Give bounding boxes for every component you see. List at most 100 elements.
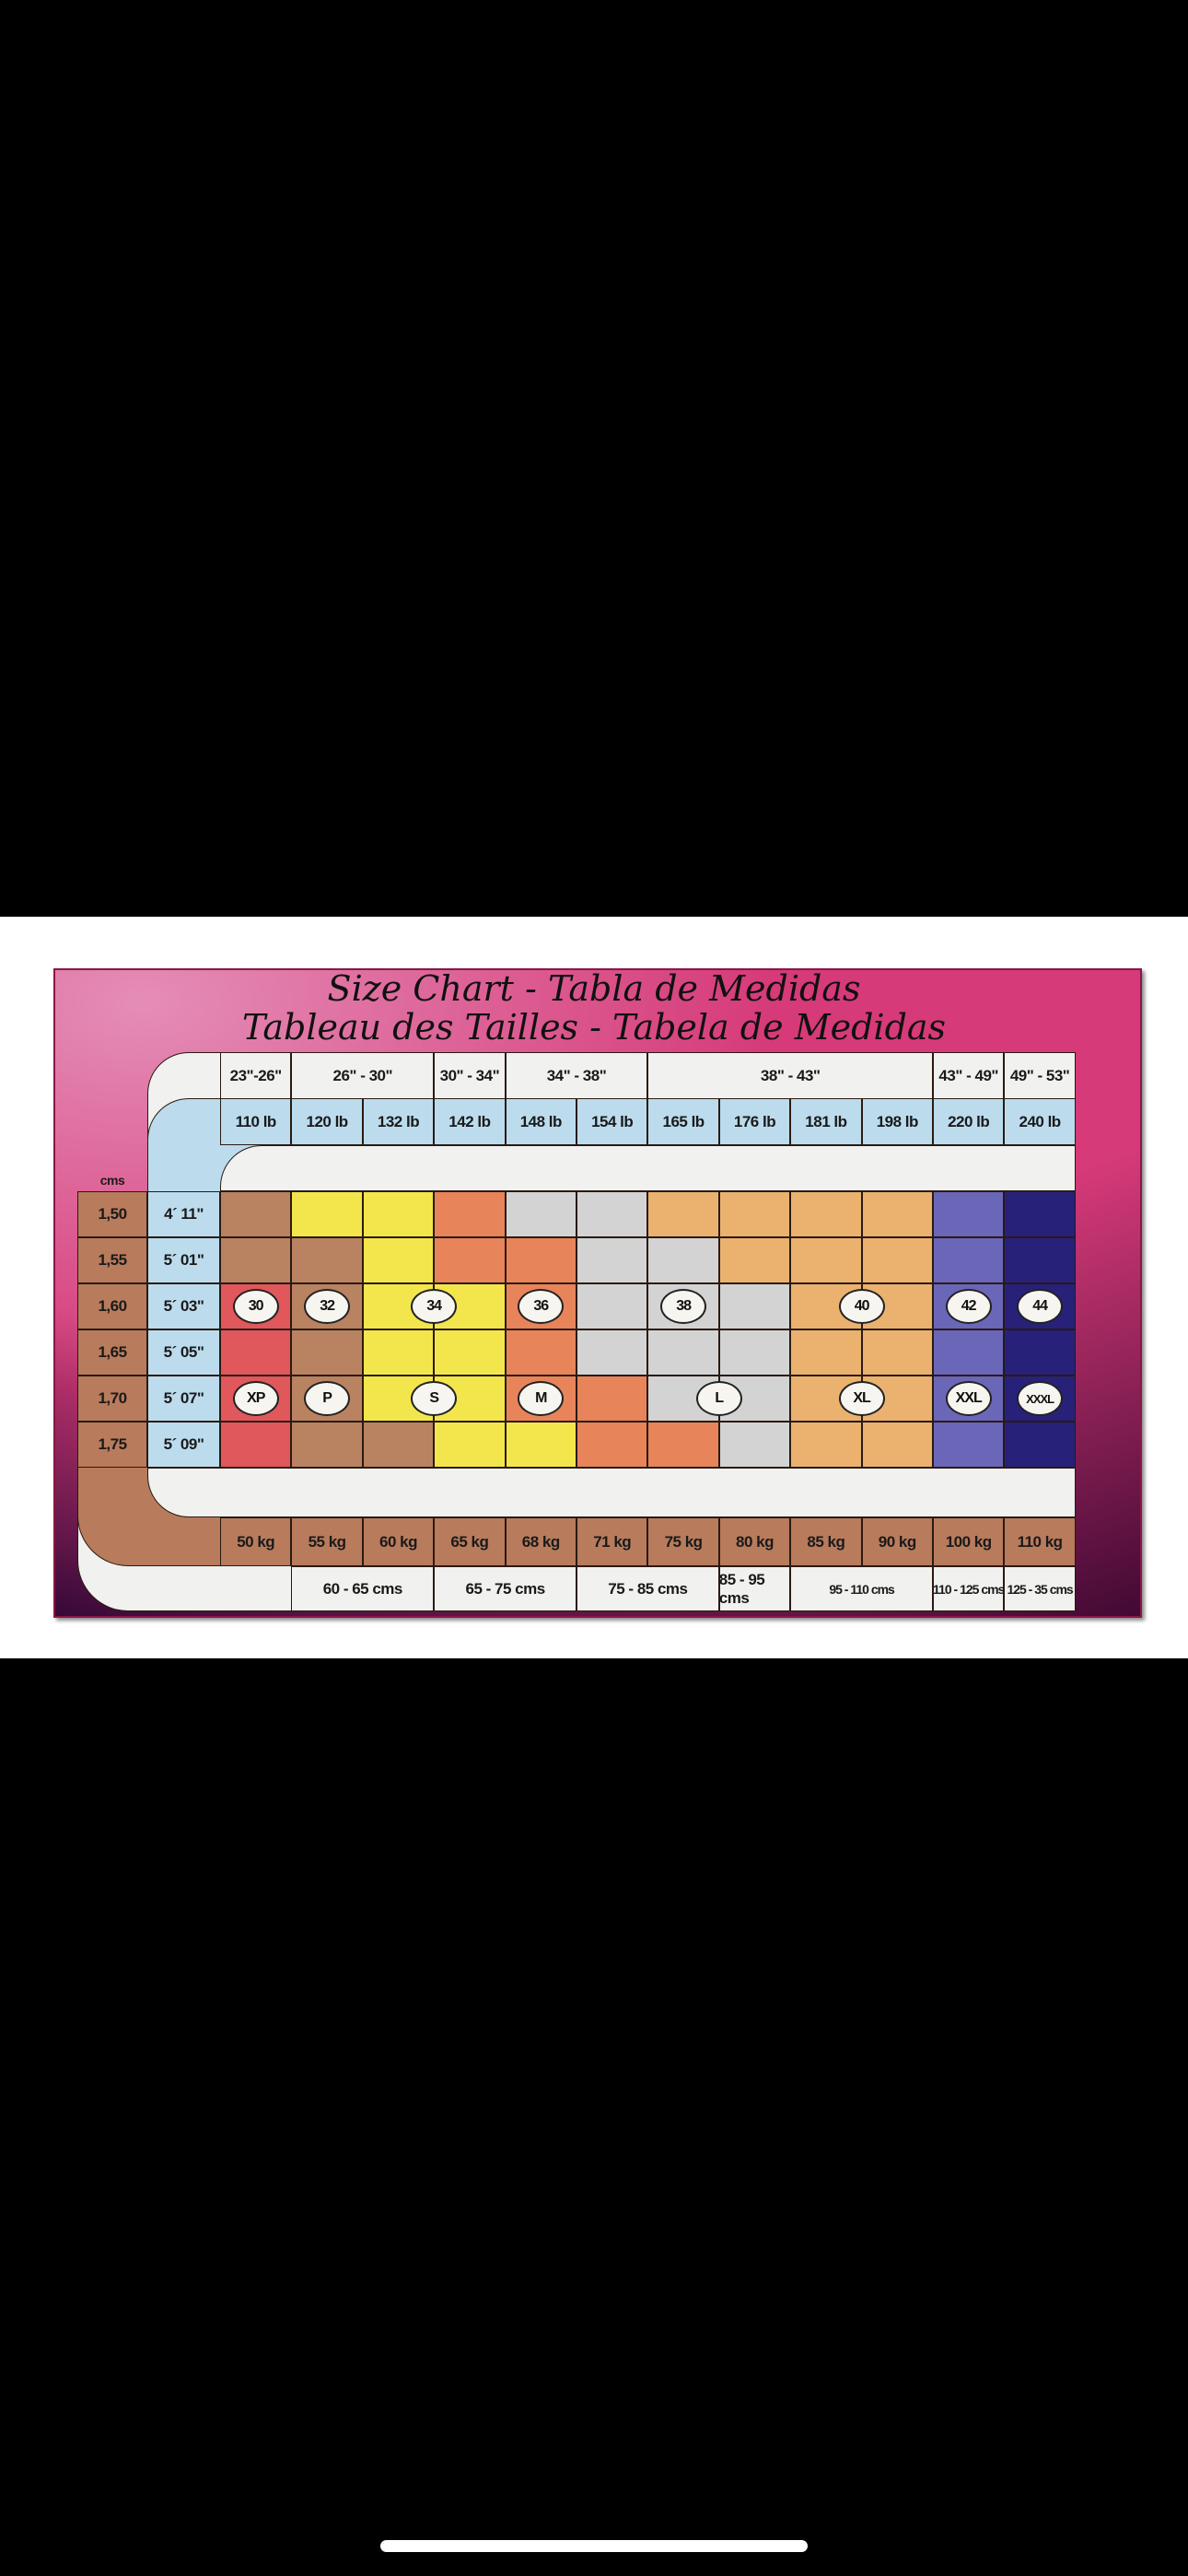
size-grid-cell bbox=[362, 1329, 435, 1376]
hip-cell bbox=[434, 1566, 577, 1611]
weight-kg-label: 71 kg bbox=[593, 1532, 632, 1551]
size-badge: 44 bbox=[1017, 1289, 1064, 1324]
height-ft-cell bbox=[147, 1191, 220, 1237]
kg-cell bbox=[220, 1517, 292, 1566]
size-grid-cell bbox=[933, 1191, 1005, 1237]
height-ft-label: 5´ 09" bbox=[163, 1435, 204, 1453]
kg-cell bbox=[790, 1517, 862, 1566]
kg-cell bbox=[647, 1517, 719, 1566]
size-badge: 40 bbox=[838, 1289, 885, 1324]
size-grid-cell bbox=[718, 1237, 791, 1283]
weight-kg-label: 80 kg bbox=[736, 1532, 774, 1551]
size-grid-cell bbox=[362, 1422, 435, 1468]
size-grid-cell bbox=[861, 1329, 933, 1376]
waist-range-label: 23"-26" bbox=[229, 1066, 283, 1084]
weight-lb-label: 154 lb bbox=[591, 1112, 634, 1130]
size-badge: XXXL bbox=[1017, 1381, 1064, 1416]
size-grid-cell bbox=[933, 1329, 1005, 1376]
height-ft-label: 5´ 03" bbox=[163, 1297, 204, 1315]
size-grid-cell bbox=[434, 1422, 506, 1468]
weight-lb-label: 176 lb bbox=[733, 1112, 776, 1130]
hip-range-label: 65 - 75 cms bbox=[465, 1579, 545, 1598]
height-ft-label: 5´ 01" bbox=[163, 1251, 204, 1269]
height-ft-label: 5´ 05" bbox=[163, 1343, 204, 1361]
weight-kg-label: 50 kg bbox=[237, 1532, 275, 1551]
waist-cell bbox=[647, 1052, 933, 1099]
hip-range-label: 85 - 95 cms bbox=[718, 1570, 765, 1607]
size-badge: XL bbox=[838, 1381, 885, 1416]
hip-range-label: 110 - 125 cms bbox=[933, 1581, 1005, 1597]
size-badge: M bbox=[518, 1381, 565, 1416]
waist-cell bbox=[505, 1052, 648, 1099]
size-grid-cell bbox=[362, 1237, 435, 1283]
height-cm-cell bbox=[77, 1283, 147, 1329]
home-indicator[interactable] bbox=[380, 2540, 808, 2552]
size-grid-cell bbox=[647, 1329, 719, 1376]
weight-kg-label: 90 kg bbox=[878, 1532, 916, 1551]
lb-cell bbox=[577, 1098, 648, 1145]
weight-kg-label: 55 kg bbox=[308, 1532, 346, 1551]
size-grid-cell bbox=[577, 1329, 648, 1376]
lb-cell bbox=[220, 1098, 292, 1145]
waist-range-label: 38" - 43" bbox=[760, 1066, 821, 1084]
size-grid-cell bbox=[790, 1329, 862, 1376]
size-badge: 32 bbox=[304, 1289, 351, 1324]
hip-cell bbox=[1004, 1566, 1076, 1611]
weight-lb-label: 220 lb bbox=[948, 1112, 990, 1130]
hip-range-label: 95 - 110 cms bbox=[829, 1581, 895, 1597]
hip-range-label: 60 - 65 cms bbox=[322, 1579, 403, 1598]
hip-cell bbox=[933, 1566, 1005, 1611]
height-ft-label: 5´ 07" bbox=[163, 1389, 204, 1407]
size-grid-cell bbox=[291, 1237, 363, 1283]
height-cm-cell bbox=[77, 1329, 147, 1376]
height-cm-label: 1,55 bbox=[98, 1251, 127, 1269]
hip-range-label: 125 - 35 cms bbox=[1007, 1581, 1073, 1597]
size-grid-cell bbox=[505, 1422, 577, 1468]
waist-cell bbox=[291, 1052, 435, 1099]
chart-title-line2: Tableau des Tailles - Tabela de Medidas bbox=[241, 1007, 947, 1048]
size-grid-cell bbox=[790, 1191, 862, 1237]
hip-range-label: 75 - 85 cms bbox=[608, 1579, 688, 1598]
size-grid-cell bbox=[1004, 1237, 1076, 1283]
height-ft-cell bbox=[147, 1329, 220, 1376]
chart-title-line1: Size Chart - Tabla de Medidas bbox=[327, 968, 861, 1009]
size-grid-cell bbox=[718, 1191, 791, 1237]
lb-cell bbox=[434, 1098, 506, 1145]
kg-cell bbox=[933, 1517, 1005, 1566]
kg-cell bbox=[434, 1517, 506, 1566]
size-grid-cell bbox=[577, 1237, 648, 1283]
size-grid-cell bbox=[1004, 1329, 1076, 1376]
weight-kg-label: 85 kg bbox=[807, 1532, 845, 1551]
size-grid-cell bbox=[505, 1237, 577, 1283]
height-ft-cell bbox=[147, 1376, 220, 1422]
height-ft-cell bbox=[147, 1237, 220, 1283]
size-grid-cell bbox=[291, 1191, 363, 1237]
size-grid-cell bbox=[861, 1191, 933, 1237]
size-grid-cell bbox=[220, 1422, 292, 1468]
size-grid-cell bbox=[362, 1191, 435, 1237]
kg-cell bbox=[861, 1517, 933, 1566]
size-badge: L bbox=[695, 1381, 742, 1416]
kg-cell bbox=[362, 1517, 435, 1566]
size-grid-cell bbox=[718, 1329, 791, 1376]
kg-cell bbox=[718, 1517, 791, 1566]
size-badge: 30 bbox=[232, 1289, 279, 1324]
weight-kg-label: 68 kg bbox=[521, 1532, 560, 1551]
hip-cell bbox=[577, 1566, 719, 1611]
weight-lb-label: 181 lb bbox=[805, 1112, 847, 1130]
kg-cell bbox=[505, 1517, 577, 1566]
height-ft-cell bbox=[147, 1422, 220, 1468]
size-grid-cell bbox=[505, 1191, 577, 1237]
height-cm-cell bbox=[77, 1191, 147, 1237]
weight-lb-label: 120 lb bbox=[306, 1112, 348, 1130]
weight-lb-label: 110 lb bbox=[235, 1112, 277, 1130]
size-grid-cell bbox=[1004, 1422, 1076, 1468]
weight-kg-label: 75 kg bbox=[664, 1532, 703, 1551]
height-cm-cell bbox=[77, 1237, 147, 1283]
bottom-blank-band bbox=[147, 1468, 1076, 1517]
lb-cell bbox=[718, 1098, 791, 1145]
size-grid-cell bbox=[220, 1237, 292, 1283]
weight-kg-label: 110 kg bbox=[1017, 1532, 1064, 1551]
size-badge: P bbox=[304, 1381, 351, 1416]
size-grid-cell bbox=[861, 1237, 933, 1283]
